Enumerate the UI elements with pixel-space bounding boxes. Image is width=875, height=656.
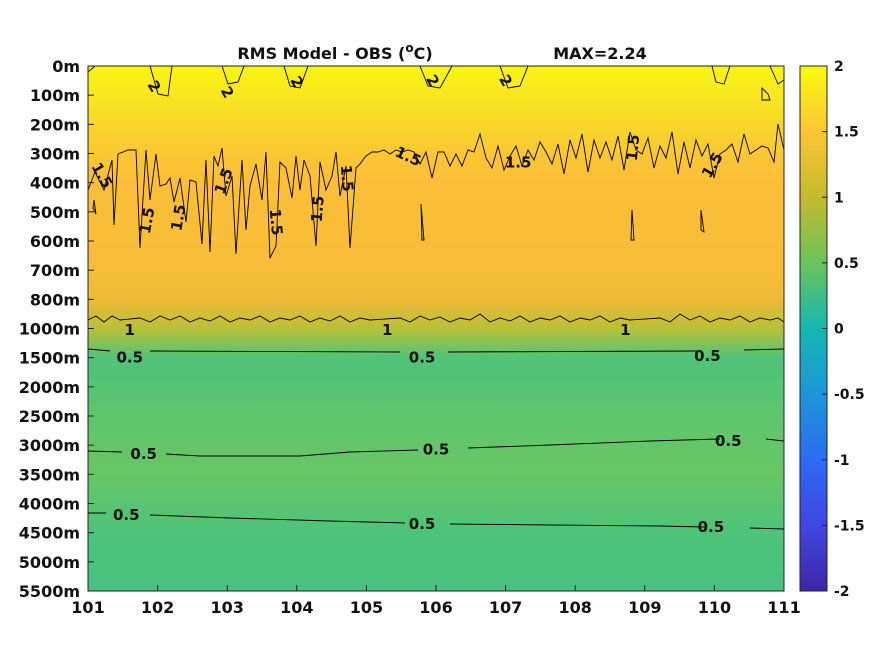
y-tick-label: 3500m [19,465,80,484]
contour-label: 1.5 [167,203,189,232]
colorbar-axis: 2 1.5 1 0.5 0 -0.5 -1 -1.5 -2 [822,59,865,600]
y-tick-label: 300m [30,145,80,164]
x-tick-label: 109 [628,598,661,617]
contour-label-text: 1 [620,321,630,339]
contour-label: 1.5 [337,164,357,192]
colorbar-tick-label: -1.5 [834,518,865,534]
contour-label: 1 [125,321,135,339]
contour-label-text: 0.5 [113,506,140,524]
y-tick-label: 4000m [19,495,80,514]
contour-0-5-upper [88,348,784,353]
y-tick-label: 800m [30,290,80,309]
contour-label-text: 1.5 [167,203,189,232]
colorbar-tick-label: -1 [834,453,850,469]
contour-label: 0.5 [113,506,140,524]
x-tick-label: 102 [141,598,174,617]
colorbar-tick-label: 1.5 [834,125,859,141]
contour-0-5-middle [88,438,784,457]
y-tick-label: 600m [30,232,80,251]
y-tick-label: 2000m [19,378,80,397]
y-tick-label: 100m [30,86,80,105]
contour-label: 0.5 [130,445,157,463]
contour-label: 1.5 [308,195,328,223]
y-tick-label: 4500m [19,524,80,543]
colorbar-tick-label: 1 [834,190,844,206]
title-text: RMS Model - OBS ( [237,44,405,63]
x-tick-label: 108 [558,598,591,617]
contour-1-5-islands [92,199,705,241]
x-tick-label: 107 [489,598,522,617]
y-tick-label: 1500m [19,349,80,368]
contour-label: 1.5 [505,153,532,171]
y-axis: 0m 100m 200m 300m 400m 500m 600m 700m 800m 1000m 1… [19,57,94,601]
x-tick-label: 101 [71,598,104,617]
contour-label-text: 0.5 [116,349,143,367]
y-tick-label: 200m [30,115,80,134]
chart-title: RMS Model - OBS (oC) [237,41,432,63]
title-superscript: o [405,41,413,55]
y-tick-label: 1000m [19,320,80,339]
contour-label-text: 1.5 [505,153,532,171]
contour-label-text: 0.5 [715,432,742,450]
colorbar-tick-label: 0 [834,322,844,338]
title-unit: C) [414,44,433,63]
contour-2-top [88,66,784,101]
contour-label-text: 0.5 [409,349,436,367]
contour-label-text: 1.5 [266,208,286,236]
y-tick-label: 500m [30,203,80,222]
colorbar-tick-label: -0.5 [834,387,865,403]
x-tick-label: 110 [698,598,731,617]
x-tick-label: 104 [280,598,313,617]
y-tick-label: 400m [30,174,80,193]
contour-label-text: 1.5 [136,206,158,235]
contour-label: 1.5 [136,206,158,235]
y-tick-label: 5000m [19,553,80,572]
colorbar-tick-label: 0.5 [834,256,859,272]
x-tick-label: 111 [767,598,800,617]
contour-label: 0.5 [698,518,725,536]
y-tick-label: 0m [52,57,80,76]
contour-label-text: 1 [382,321,392,339]
colorbar-tick-label: 2 [834,59,844,75]
contour-label: 1 [620,321,630,339]
contour-label: 1.5 [623,134,643,162]
y-tick-label: 3000m [19,436,80,455]
contour-label-text: 0.5 [130,445,157,463]
x-axis: 101 102 103 104 105 106 107 108 109 110 111 [71,585,801,617]
contour-label-text: 1.5 [623,134,643,162]
colorbar-tick-label: -2 [834,584,850,600]
contour-label: 0.5 [409,515,436,533]
contour-label-text: 0.5 [409,515,436,533]
contour-label-text: 1 [125,321,135,339]
contour-label-text: 0.5 [694,347,721,365]
contour-1 [88,313,784,323]
contour-label: 0.5 [409,349,436,367]
contour-label: 0.5 [694,347,721,365]
contour-label-text: 0.5 [423,441,450,459]
contour-label: 0.5 [423,441,450,459]
plot-background [88,66,784,591]
contour-label: 0.5 [116,349,143,367]
y-tick-label: 2500m [19,407,80,426]
contour-label: 1 [382,321,392,339]
contour-label-text: 1.5 [337,164,357,192]
contour-label: 1.5 [266,208,286,236]
contour-label: 0.5 [715,432,742,450]
contour-0-5-lower [88,512,784,530]
x-tick-label: 106 [419,598,452,617]
x-tick-label: 105 [350,598,383,617]
contour-label-text: 1.5 [308,195,328,223]
y-tick-label: 700m [30,261,80,280]
contour-lines [88,66,784,530]
max-label: MAX=2.24 [553,44,647,63]
x-tick-label: 103 [210,598,243,617]
contour-1-5 [88,123,784,259]
contour-label-text: 0.5 [698,518,725,536]
y-tick-label: 5500m [19,582,80,601]
